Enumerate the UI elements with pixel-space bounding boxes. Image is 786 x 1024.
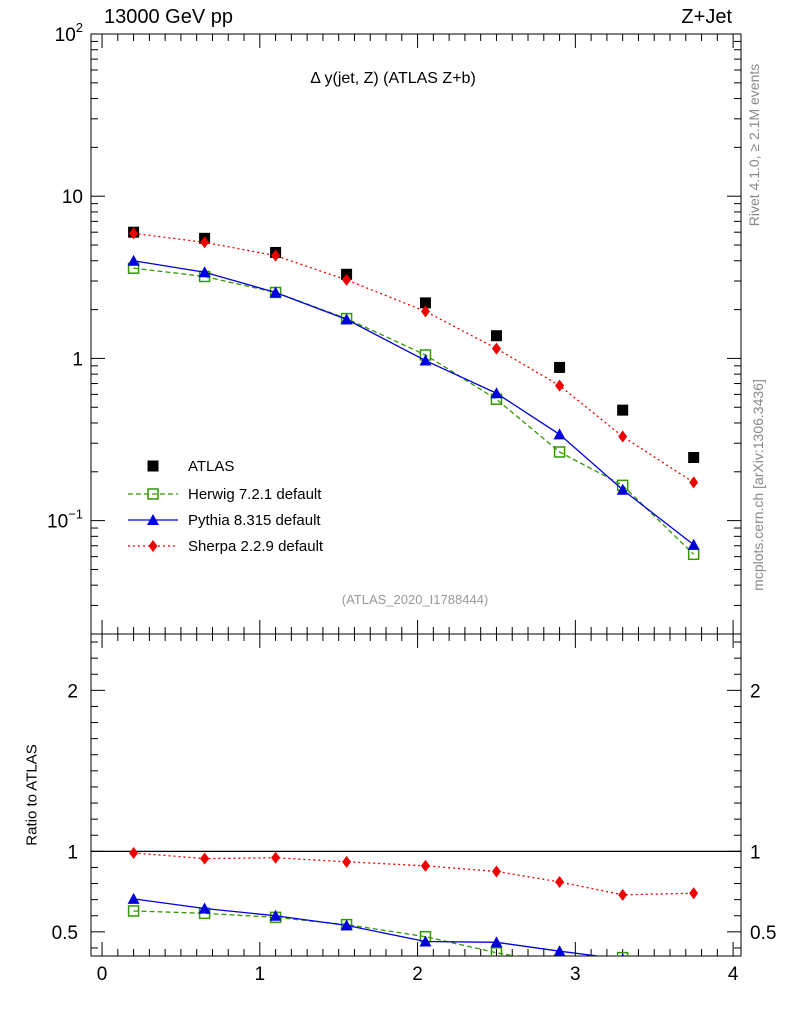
x-tick-label: 0	[97, 964, 108, 985]
x-tick-label: 3	[570, 964, 581, 985]
sherpa-point	[420, 305, 430, 318]
legend-herwig-marker	[147, 488, 159, 500]
sherpa-point	[342, 273, 352, 286]
sherpa-point	[689, 476, 699, 489]
pythia-ratio-point	[688, 960, 700, 971]
pythia-point	[419, 354, 432, 366]
ratio-y-tick-label-right: 0.5	[750, 923, 776, 944]
legend-pythia-label: Pythia 8.315 default	[188, 512, 321, 529]
atlas-point	[617, 404, 629, 416]
ratio-series-layer	[127, 846, 700, 977]
herwig-point	[553, 446, 566, 458]
pythia-point	[490, 387, 503, 399]
process-label: Z+Jet	[681, 6, 732, 28]
sherpa-point	[129, 227, 139, 240]
rivet-version-label: Rivet 4.1.0, ≥ 2.1M events	[746, 63, 762, 227]
legend-sherpa-marker	[148, 540, 158, 552]
pythia-ratio-point	[553, 945, 566, 956]
ratio-y-tick-label: 1	[67, 842, 78, 863]
pythia-ratio-point	[621, 953, 625, 956]
legend-herwig-label: Herwig 7.2.1 default	[188, 486, 322, 503]
sherpa-point	[618, 430, 628, 443]
ratio-y-tick-label-right: 2	[750, 681, 761, 702]
sherpa-ratio-point	[555, 875, 565, 888]
pythia-ratio-point	[490, 936, 503, 948]
herwig-ratio-point	[555, 959, 565, 969]
pythia-point	[616, 483, 629, 495]
sherpa-point	[491, 342, 501, 355]
pythia-point	[198, 266, 211, 278]
sherpa-point	[271, 249, 281, 262]
sherpa-line	[133, 232, 695, 483]
mcplots-source-label: mcplots.cern.ch [arXiv:1306.3436]	[750, 379, 766, 591]
atlas-point	[490, 330, 502, 342]
atlas-point	[554, 361, 566, 373]
sherpa-point	[555, 379, 565, 392]
herwig-ratio-point	[689, 967, 699, 977]
chart-title: Δ y(jet, Z) (ATLAS Z+b)	[310, 70, 476, 87]
pythia-point	[340, 313, 353, 325]
sherpa-ratio-point	[129, 846, 139, 859]
sherpa-ratio-point	[689, 887, 699, 900]
x-tick-label: 4	[728, 964, 739, 985]
legend-atlas-label: ATLAS	[188, 458, 234, 475]
pythia-point	[553, 428, 566, 440]
pythia-ratio-point	[269, 909, 282, 921]
sherpa-ratio-point	[200, 852, 210, 865]
legend-sherpa-label: Sherpa 2.2.9 default	[188, 538, 324, 555]
main-plot: 102 10 1 10−1	[47, 20, 742, 635]
sherpa-ratio-point	[342, 855, 352, 868]
atlas-point	[419, 297, 431, 309]
herwig-ratio-line	[133, 910, 519, 956]
ratio-y-tick-label-right: 1	[750, 842, 761, 863]
x-tick-label: 1	[255, 964, 266, 985]
y-tick-label-0.1: 10−1	[47, 507, 83, 533]
sherpa-ratio-point	[618, 888, 628, 901]
y-tick-label-100: 102	[55, 20, 83, 46]
collision-energy-label: 13000 GeV pp	[104, 6, 233, 28]
atlas-point	[688, 451, 700, 463]
herwig-ratio-point	[127, 905, 140, 917]
sherpa-ratio-point	[271, 851, 281, 864]
x-tick-label: 2	[412, 964, 423, 985]
sherpa-ratio-line	[133, 852, 694, 896]
herwig-ratio-point	[490, 947, 503, 956]
analysis-reference: (ATLAS_2020_I1788444)	[341, 592, 489, 607]
pythia-point	[269, 286, 282, 298]
pythia-ratio-point	[340, 919, 353, 931]
main-series-layer	[127, 226, 700, 561]
ratio-frame	[90, 633, 742, 957]
pythia-point	[127, 254, 140, 266]
pythia-ratio-point	[198, 902, 211, 914]
pythia-ratio-point	[127, 892, 140, 904]
sherpa-point	[200, 236, 210, 249]
pythia-point	[687, 538, 700, 550]
legend-pythia-marker	[147, 514, 159, 525]
legend: ATLAS Herwig 7.2.1 default Pythia 8.315 de…	[128, 458, 324, 555]
herwig-ratio-point	[616, 951, 629, 956]
y-tick-label-10: 10	[62, 187, 83, 208]
ratio-y-tick-label: 0.5	[52, 923, 78, 944]
sherpa-ratio-point	[491, 865, 501, 878]
pythia-ratio-point	[419, 935, 432, 947]
legend-atlas-marker	[147, 460, 159, 472]
ratio-y-axis-label: Ratio to ATLAS	[23, 744, 41, 846]
sherpa-ratio-point	[420, 859, 430, 872]
ratio-plot: 0 1 2 3 4 0.5 0.5 1 1 2 2	[52, 633, 776, 985]
ratio-y-tick-label: 2	[67, 681, 78, 702]
y-tick-label-1: 1	[72, 349, 83, 370]
